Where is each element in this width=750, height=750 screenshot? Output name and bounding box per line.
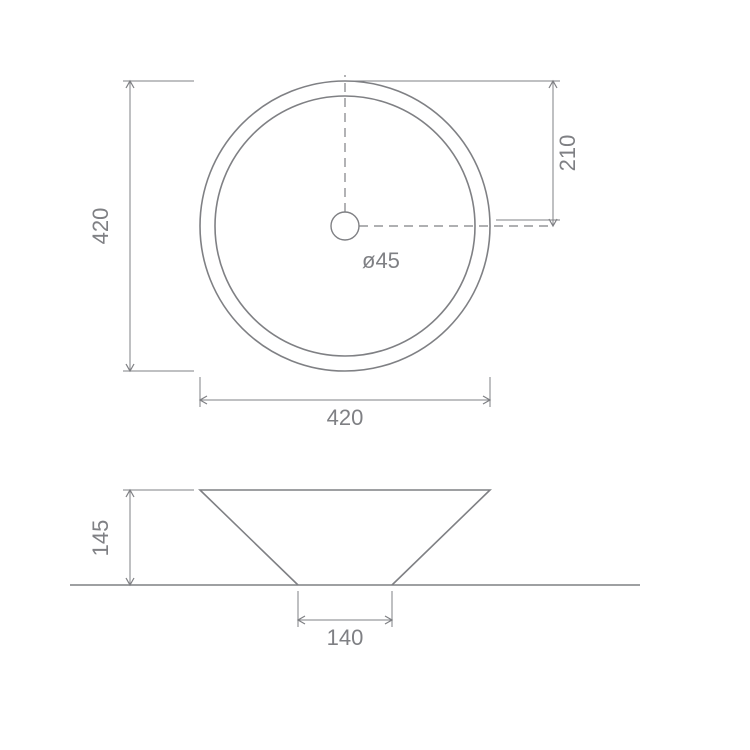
dim-side-height-label: 145 bbox=[88, 520, 113, 557]
dim-side-base: 140 bbox=[298, 591, 392, 650]
dim-side-height: 145 bbox=[88, 490, 194, 585]
dim-drain-label: ø45 bbox=[362, 248, 400, 273]
side-view: 145 140 bbox=[70, 490, 640, 650]
dim-top-width-label: 420 bbox=[327, 405, 364, 430]
basin-outer-circle bbox=[200, 81, 490, 371]
top-view: 420 420 210 ø45 bbox=[88, 75, 580, 430]
dim-radius-210: 210 bbox=[345, 75, 580, 226]
dim-top-height-label: 420 bbox=[88, 208, 113, 245]
dim-side-base-label: 140 bbox=[327, 625, 364, 650]
dim-radius-label: 210 bbox=[555, 135, 580, 172]
drain-hole bbox=[331, 212, 359, 240]
technical-drawing: 420 420 210 ø45 bbox=[0, 0, 750, 750]
dim-top-width: 420 bbox=[200, 377, 490, 430]
basin-side-profile bbox=[200, 490, 490, 585]
dim-top-height: 420 bbox=[88, 81, 194, 371]
